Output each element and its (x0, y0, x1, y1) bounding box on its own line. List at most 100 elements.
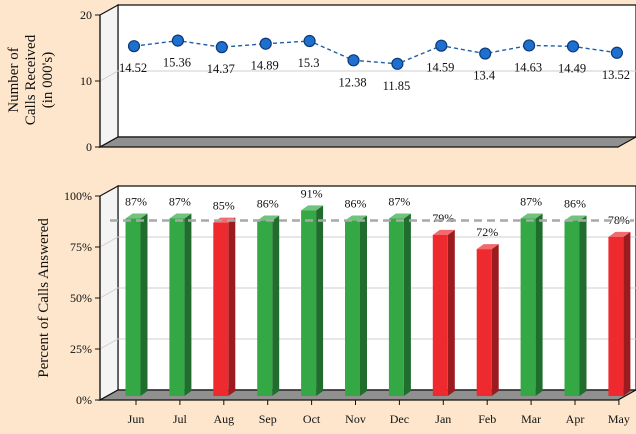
x-tick-label: Nov (345, 412, 366, 426)
x-tick-label: Feb (478, 412, 496, 426)
x-tick-label: Jun (128, 412, 145, 426)
answered-bar-side (360, 215, 367, 396)
answered-value-label: 86% (564, 197, 586, 211)
answered-bar-side (535, 213, 543, 396)
answered-bar-front (213, 222, 229, 396)
calls-value-label: 13.4 (473, 69, 496, 83)
calls-value-label: 14.52 (119, 61, 147, 75)
answered-bar (608, 231, 631, 396)
calls-value-label: 14.59 (426, 61, 454, 75)
x-axis: Jun Jul Aug Sep Oct Nov Dec Jan Feb Mar Apr May (128, 400, 630, 426)
answered-bar-top (169, 213, 192, 219)
answered-bar-front (564, 220, 580, 396)
answered-bar-front (257, 220, 273, 396)
calls-value-label: 14.63 (514, 60, 542, 74)
calls-point (610, 46, 624, 59)
x-tick-label: Dec (390, 412, 409, 426)
answered-bar-top (520, 213, 543, 219)
answered-bar (213, 217, 236, 396)
calls-point (171, 34, 184, 47)
answered-bar-side (140, 213, 148, 396)
calls-series-line (133, 39, 618, 65)
calls-point (479, 47, 492, 60)
answered-ytick-label: 100% (64, 189, 92, 203)
answered-bar-side (316, 205, 324, 396)
answered-value-label: 86% (345, 197, 367, 211)
answered-bar-side (447, 229, 455, 396)
answered-y-label: Percent of Calls Answered (36, 218, 52, 378)
calls-value-label: 12.38 (338, 75, 366, 89)
calls-floor (97, 136, 636, 148)
answered-bar (388, 213, 411, 396)
x-tick-label: May (608, 412, 630, 426)
x-tick-label: Jul (173, 412, 188, 426)
calls-ytick-label: 0 (86, 140, 92, 154)
answered-ytick-label: 75% (70, 240, 92, 254)
calls-point (127, 40, 141, 53)
answered-value-label: 86% (257, 197, 279, 211)
answered-ytick-label: 50% (70, 291, 92, 305)
answered-bar (257, 215, 280, 396)
answered-bar (520, 213, 543, 396)
calls-y-label-line: (in 000's) (40, 52, 56, 108)
x-tick-label: Mar (521, 412, 541, 426)
calls-value-label: 14.37 (207, 62, 235, 76)
calls-ytick-label: 20 (80, 8, 92, 22)
x-tick-label: Apr (566, 412, 585, 426)
calls-point (303, 34, 316, 48)
answered-gridline (99, 338, 636, 350)
calls-value-label: 14.89 (251, 59, 279, 73)
answered-bar-front (388, 218, 404, 396)
x-tick-label: Oct (303, 412, 321, 426)
answered-bar-side (403, 213, 411, 396)
calls-ytick-label: 10 (80, 74, 92, 88)
answered-bar-top (125, 213, 148, 219)
calls-gridline (99, 70, 636, 82)
answered-value-label: 87% (388, 195, 410, 209)
answered-ytick-label: 0% (76, 393, 92, 407)
answered-value-label: 79% (432, 211, 454, 225)
calls-value-label: 11.85 (383, 79, 411, 93)
answered-gridline (99, 287, 636, 299)
answered-gridline (99, 236, 636, 248)
answered-bar-side (228, 217, 236, 396)
calls-point (259, 37, 272, 50)
calls-point (347, 54, 360, 67)
calls-value-label: 14.49 (558, 61, 586, 75)
answered-bar-top (432, 229, 455, 235)
answered-bar-front (608, 236, 624, 396)
answered-floor (97, 389, 636, 401)
calls-value-label: 15.3 (298, 56, 320, 70)
answered-bar (345, 215, 367, 396)
answered-bar-front (345, 220, 360, 396)
calls-point (522, 39, 536, 52)
answered-bar-front (169, 218, 185, 396)
calls-value-label: 13.52 (602, 68, 630, 82)
answered-value-label: 72% (476, 225, 498, 239)
answered-bar-front (476, 249, 492, 396)
calls-point (215, 41, 228, 54)
answered-bar-side (184, 213, 192, 396)
answered-bar-top (388, 213, 411, 219)
calls-y-label-line: Calls Received (23, 34, 39, 125)
answered-bar (125, 213, 148, 396)
answered-bar (564, 215, 587, 396)
answered-value-label: 87% (169, 195, 191, 209)
x-tick-label: Aug (213, 412, 234, 426)
answered-bar-front (125, 218, 141, 396)
answered-bar-front (520, 218, 536, 396)
answered-bar-top (476, 244, 499, 250)
x-tick-label: Jan (435, 412, 451, 426)
answered-bar-side (272, 215, 280, 396)
answered-bar-front (432, 234, 448, 396)
answered-bar-top (608, 231, 631, 237)
answered-bar-top (301, 205, 324, 211)
answered-value-label: 91% (301, 186, 323, 200)
answered-value-label: 85% (213, 199, 235, 213)
answered-ytick-label: 25% (70, 342, 92, 356)
answered-bar (476, 244, 499, 396)
calls-point (435, 39, 448, 52)
answered-bar-side (623, 231, 631, 396)
answered-bar (432, 229, 455, 396)
